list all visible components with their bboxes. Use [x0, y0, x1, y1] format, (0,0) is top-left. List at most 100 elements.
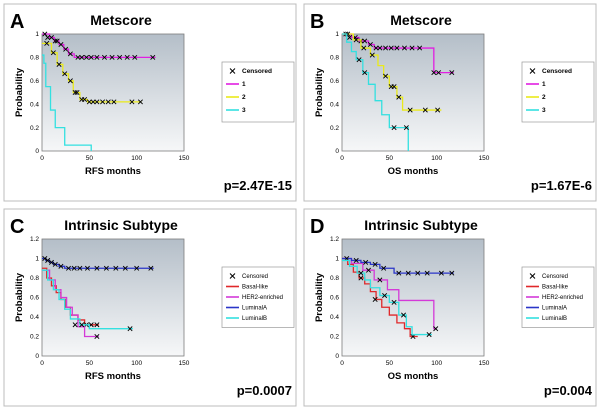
km-chart-a: A Metscore RFS months Probability p=2.47E-15…	[3, 3, 297, 202]
censor-mark	[90, 99, 96, 105]
y-tick-label: 0.4	[30, 314, 39, 321]
legend-label-1: 1	[242, 81, 246, 88]
censor-mark	[101, 54, 107, 60]
km-curve-basal-like	[342, 257, 418, 338]
censor-mark	[358, 275, 364, 281]
censor-mark	[433, 326, 439, 332]
y-tick-label: 0.6	[330, 78, 339, 85]
km-curve-her2-enriched	[342, 257, 437, 330]
p-value: p=2.47E-15	[224, 178, 292, 193]
y-tick-label: 0.2	[330, 334, 339, 341]
censor-mark	[94, 322, 100, 328]
x-tick-label: 50	[386, 155, 394, 162]
censor-mark	[148, 265, 154, 271]
km-curve-3	[42, 54, 92, 151]
x-tick-label: 100	[431, 155, 442, 162]
y-axis-label: Probability	[314, 67, 325, 117]
censor-mark	[358, 270, 364, 276]
x-tick-label: 150	[479, 155, 490, 162]
y-tick-label: 0.2	[30, 125, 39, 132]
panel-letter: D	[310, 216, 324, 238]
legend-label-her2-enriched: HER2-enriched	[542, 295, 583, 301]
censor-mark	[88, 54, 94, 60]
censor-mark	[373, 45, 379, 51]
y-tick-label: 0.2	[330, 125, 339, 132]
km-curve-luminalb	[42, 269, 133, 330]
censor-mark	[52, 38, 58, 44]
legend: Censored Basal-like HER2-enriched LuminalA L…	[221, 266, 295, 328]
chart-title: Metscore	[90, 12, 152, 28]
censor-mark	[86, 99, 92, 105]
censor-mark	[150, 54, 156, 60]
km-curve-2	[42, 42, 142, 103]
x-axis-label: OS months	[388, 166, 439, 177]
censor-mark	[52, 261, 58, 267]
y-tick-label: 1	[35, 31, 39, 38]
censor-mark	[422, 107, 428, 113]
censor-mark	[71, 265, 77, 271]
censor-mark	[84, 265, 90, 271]
censor-mark	[100, 99, 106, 105]
y-tick-label: 0.4	[330, 314, 339, 321]
censor-mark	[417, 45, 423, 51]
censor-mark	[79, 54, 85, 60]
panel-letter: C	[10, 216, 24, 238]
y-tick-label: 0.6	[330, 295, 339, 302]
legend-censored-mark	[229, 273, 236, 279]
p-value: p=1.67E-6	[531, 178, 592, 193]
x-tick-label: 0	[40, 155, 44, 162]
km-curve-2	[342, 33, 442, 111]
x-tick-label: 100	[431, 360, 442, 367]
km-curve-luminalb	[342, 259, 432, 336]
censor-mark	[42, 255, 48, 262]
x-axis-label: OS months	[388, 371, 439, 382]
censor-mark	[44, 40, 50, 46]
censor-mark	[405, 270, 411, 276]
censor-mark	[403, 125, 409, 131]
km-chart-d: D Intrinsic Subtype OS months Probability p=…	[303, 208, 597, 407]
y-tick-label: 0	[335, 148, 339, 155]
km-curve-luminala	[342, 257, 454, 274]
censor-mark	[367, 42, 373, 48]
legend-censored-label: Censored	[542, 274, 568, 280]
legend: Censored Basal-like HER2-enriched LuminalA L…	[521, 266, 595, 328]
censor-mark	[356, 57, 362, 63]
censor-mark	[383, 45, 389, 51]
censor-mark	[103, 265, 109, 271]
panel-letter: A	[10, 11, 24, 33]
x-tick-label: 150	[479, 360, 490, 367]
y-tick-label: 0	[35, 353, 39, 360]
censor-mark	[353, 257, 359, 263]
censor-mark	[129, 99, 135, 105]
y-tick-label: 0.2	[30, 334, 39, 341]
km-curve-3	[342, 33, 409, 151]
censor-mark	[388, 45, 394, 51]
x-tick-label: 100	[131, 360, 142, 367]
censor-mark	[391, 299, 397, 305]
censor-mark	[109, 54, 115, 60]
x-tick-label: 0	[340, 360, 344, 367]
x-tick-label: 50	[86, 360, 94, 367]
censor-mark	[122, 265, 128, 271]
censor-mark	[391, 125, 397, 131]
y-tick-label: 0	[335, 353, 339, 360]
censor-mark	[67, 78, 73, 84]
y-tick-label: 0.8	[330, 55, 339, 62]
legend-censored-mark	[529, 273, 536, 279]
chart-title: Metscore	[390, 12, 452, 28]
legend-censored-label: Censored	[542, 68, 572, 75]
censor-mark	[401, 45, 407, 51]
y-tick-label: 0.6	[30, 295, 39, 302]
legend-label-basal-like: Basal-like	[542, 285, 569, 291]
y-axis-label: Probability	[14, 272, 25, 322]
x-tick-label: 50	[386, 360, 394, 367]
censor-mark	[436, 70, 442, 76]
censor-mark	[415, 270, 421, 276]
x-tick-label: 0	[340, 155, 344, 162]
censor-mark	[127, 326, 133, 332]
y-tick-label: 0.8	[30, 55, 39, 62]
censor-mark	[396, 270, 402, 276]
plot-area	[341, 33, 485, 152]
censor-mark	[94, 54, 100, 60]
censor-mark	[132, 54, 138, 60]
